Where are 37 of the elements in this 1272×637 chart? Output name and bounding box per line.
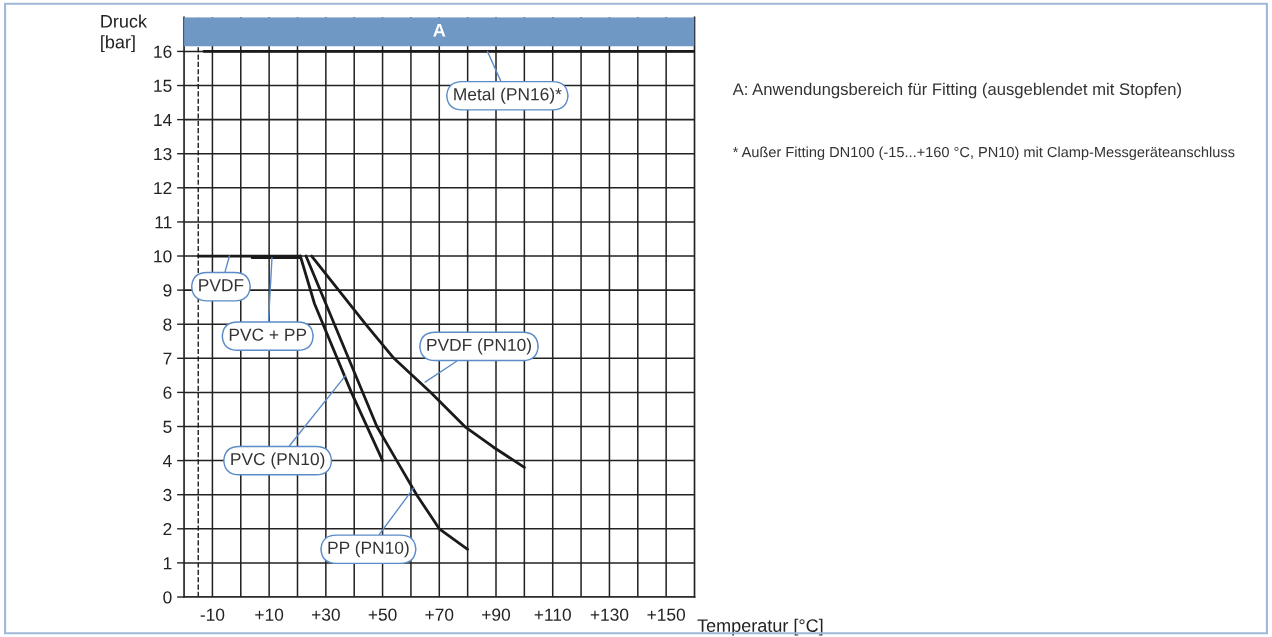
text: A: Anwendungsbereich für Fitting (ausgeblendet mit Stopfen): [732, 82, 1181, 99]
y-tick-label: 4: [163, 454, 172, 467]
y-tick-label: 11: [155, 216, 172, 229]
y-tick-label: 0: [163, 591, 172, 604]
annotation: PVC (PN10): [231, 452, 325, 469]
y-tick-label: 12: [154, 181, 172, 195]
x-tick-label: +50: [368, 608, 397, 621]
y-tick-label: 13: [154, 147, 172, 161]
y-tick-label: 14: [154, 113, 172, 126]
y-tick-label: 1: [163, 557, 172, 570]
y-tick-label: 10: [154, 250, 172, 263]
annotation: PP (PN10): [328, 541, 409, 558]
x-tick-label: -10: [200, 608, 225, 621]
annotation: Metal (PN16)*: [454, 87, 562, 104]
y-tick-label: 3: [163, 488, 172, 502]
x-axis-title: Temperatur [°C]: [697, 618, 823, 636]
annotation: PVDF: [199, 279, 244, 292]
annotation: PVC + PP: [229, 328, 307, 341]
x-tick-label: +70: [425, 608, 454, 621]
annotation: PVDF (PN10): [427, 338, 531, 355]
y-tick-label: 16: [154, 45, 172, 58]
x-tick-label: +10: [255, 608, 284, 621]
x-tick-label: +130: [590, 608, 629, 621]
y-tick-label: 2: [163, 522, 172, 536]
y-tick-label: 9: [163, 284, 172, 297]
y-tick-label: 15: [154, 79, 172, 92]
y-tick-label: 5: [163, 420, 172, 433]
band-label: A: [433, 24, 446, 37]
y-axis-title: Druck [bar]: [101, 14, 148, 53]
x-tick-label: +110: [534, 608, 571, 621]
y-tick-label: 6: [163, 386, 172, 399]
y-tick-label: 8: [163, 318, 172, 331]
x-tick-label: +150: [647, 608, 686, 621]
x-tick-label: +30: [311, 608, 340, 621]
text: * Außer Fitting DN100 (-15...+160 °C, PN10) mit Clamp-Messgeräteanschluss: [732, 146, 1235, 161]
y-tick-label: 7: [163, 352, 172, 365]
x-tick-label: +90: [482, 608, 511, 621]
